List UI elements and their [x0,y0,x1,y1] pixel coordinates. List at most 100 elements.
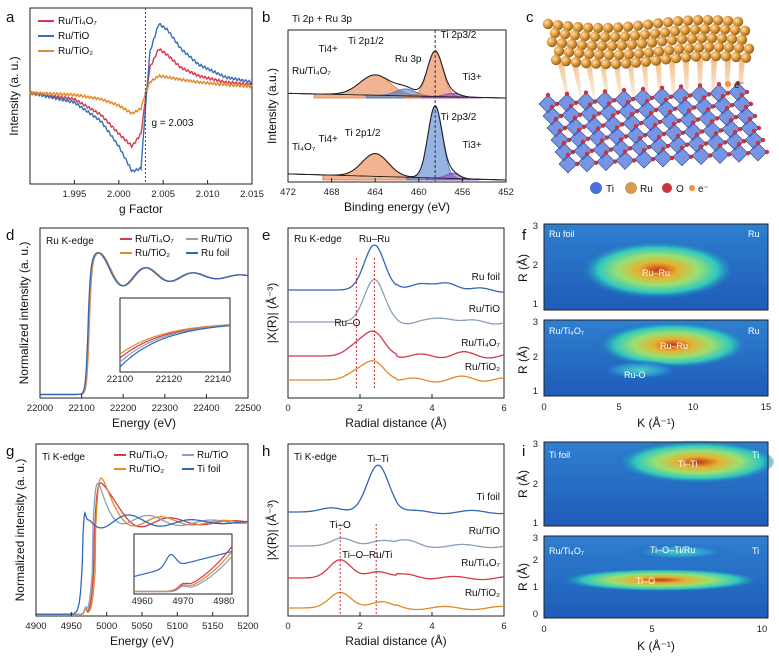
b-ti4-top: Ti4+ [319,44,339,55]
ru-atom-1-6 [609,31,621,43]
wavelet-ru-o-peak: Ru-O [624,370,646,380]
ru-atom-2-14 [686,33,698,44]
d-legend-3: Ru foil [201,248,229,259]
ru-atom-4-10 [650,55,662,66]
ru-atom-0-6 [602,22,614,34]
c-beam-1 [571,60,584,108]
a-xlabel: g Factor [119,202,163,216]
b-xtick-label-0: 472 [280,187,296,198]
ru-atom-3-18 [733,42,745,54]
wavelet-ru-ti4o7-peak: Ru–Ru [660,341,688,351]
d-xtick-label-2: 22200 [110,403,136,414]
f-xlabel: K (Å⁻¹) [637,415,675,430]
o-atom-1-1 [568,103,574,109]
panel-c-illustration: e⁻ Ti Ru O e⁻ [538,14,770,195]
ru-atom-0-13 [672,16,684,27]
o-atom-4-10 [751,128,757,134]
a-xtick-label-1: 2.000 [107,189,131,200]
o-atom-0-7 [678,84,684,89]
ru-atom-4-12 [670,53,682,64]
g-xtick-label-4: 5100 [167,621,188,632]
o-atom-b-2-10 [752,113,758,119]
a-xtick-label-3: 2.010 [196,189,220,200]
ru-atom-1-4 [589,31,601,42]
b-xtick-label-3: 460 [411,187,427,198]
ru-atom-3-8 [633,48,645,59]
ru-atom-1-13 [679,25,691,36]
g-ylabel: Normalized intensity (a. u.) [13,459,27,602]
f-ytick-1: 1 [533,299,538,310]
o-atom-0-4 [621,88,627,93]
ti-octahedron-5-5 [653,148,673,168]
g-xlabel: Energy (eV) [110,634,174,648]
o-atom-0-0 [545,92,551,98]
ru-nanoparticle [542,14,755,70]
wavelet-ru-foil-label: Ru foil [549,229,575,239]
g-inset-tick-2: 4980 [213,596,234,607]
ru-atom-3-14 [693,42,705,53]
ru-atom-2-0 [546,36,558,48]
h-title: Ti K-edge [294,452,337,463]
ru-atom-3-3 [583,48,595,60]
panel-letter-g: g [6,443,14,460]
f-ytick-3: 3 [533,221,538,232]
e-xtick-label-1: 2 [357,403,362,414]
f-ytick-2: 2 [533,260,538,271]
ru-atom-0-5 [592,22,604,34]
ru-atom-3-11 [663,45,675,56]
d-legend-0: Ru/Ti₄O₇ [135,234,174,245]
ru-atom-2-4 [586,40,598,51]
i-xtick-5: 5 [649,624,654,635]
ru-atom-1-15 [699,23,711,35]
o-atom-5-7 [698,144,704,149]
b-xtick-label-2: 464 [367,187,383,198]
ru-atom-4-9 [640,56,652,67]
legend-ti: Ti [606,184,614,195]
o-atom-0-2 [583,90,589,95]
f-xtick-0: 0 [541,402,546,413]
ru-atom-0-14 [682,15,694,26]
ru-atom-1-18 [729,24,741,36]
b-sample-bottom: Ti₄O₇ [292,142,316,153]
i2-ytick-3: 3 [533,533,538,544]
ru-atom-3-12 [673,44,685,55]
o-atom-1-2 [587,102,593,107]
ru-atom-0-1 [552,19,564,31]
o-atom-b-4-10 [760,137,766,143]
a-legend-0: Ru/Ti₄O₇ [58,16,97,27]
ti-octahedron-5-3 [615,150,635,170]
wavelet-ti-ti4o7-label: Ru/Ti₄O₇ [549,546,584,556]
wavelet-ti-foil-element: Ti [752,450,759,460]
c-beam-8 [669,60,675,108]
panel-letter-c: c [526,9,534,26]
o-atom-b-3-10 [756,125,762,131]
e-peak-ru-ru: Ru–Ru [359,234,390,245]
o-atom-4-2 [599,138,605,143]
ru-atom-1-5 [599,31,611,43]
ru-atom-2-13 [676,34,688,45]
ru-atom-2-3 [576,39,588,51]
wavelet-ru-foil-peak: Ru–Ru [642,268,670,278]
o-atom-1-9 [720,94,726,99]
o-atom-1-5 [644,98,650,104]
o-atom-0-9 [716,82,722,87]
g-legend-2: Ru/TiO [197,450,229,461]
d-title: Ru K-edge [46,236,94,247]
f-ylabel-bottom: R (Å) [515,346,530,374]
ru-atom-2-1 [556,37,568,49]
g-xtick-label-6: 5200 [237,621,258,632]
e-series-1 [288,278,505,325]
g-xtick-label-2: 5000 [96,621,117,632]
ru-atom-3-19 [743,43,755,54]
ru-atom-4-18 [730,51,742,63]
o-atom-5-10 [755,140,761,146]
ru-atom-1-2 [569,30,581,41]
electron-label: e⁻ [734,80,745,91]
d-legend-2: Ru/TiO [201,234,233,245]
ru-atom-3-5 [603,49,615,61]
ru-atom-4-15 [700,50,712,62]
o-atom-4-8 [713,131,719,136]
o-atom-3-1 [576,127,582,132]
ru-atom-0-0 [542,18,554,30]
g-inset-tick-1: 4970 [172,596,193,607]
